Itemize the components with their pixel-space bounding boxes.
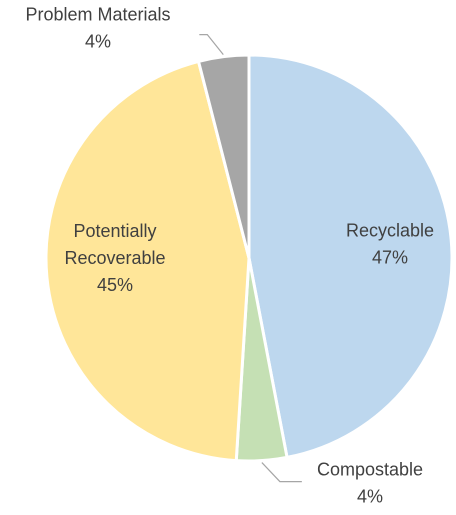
category-label-problem-materials: Problem Materials [25,5,170,25]
slices-layer [44,53,454,463]
data-label-compostable: Compostable 4% [317,460,423,507]
leader-line-compostable [261,462,302,483]
leader-lines-layer [199,34,302,483]
category-label-recyclable: Recyclable [346,221,434,241]
category-label-potentially-recoverable: Recoverable [64,248,165,268]
category-label-compostable: Compostable [317,460,423,480]
value-label-potentially-recoverable: 45% [97,275,133,295]
category-label-potentially-recoverable: Potentially [73,221,156,241]
pie-slice-potentially-recoverable [44,59,251,463]
labels-layer: Recyclable 47% Compostable 4% Potentially Rec… [25,5,434,507]
value-label-recyclable: 47% [372,248,408,268]
data-label-recyclable: Recyclable 47% [346,221,434,268]
value-label-compostable: 4% [357,487,383,507]
data-label-potentially-recoverable: Potentially Recoverable 45% [64,221,165,295]
leader-line-problem-materials [199,34,224,55]
value-label-problem-materials: 4% [85,32,111,52]
pie-slice-problem-materials [196,53,251,259]
pie-slice-recyclable [247,53,454,460]
data-label-problem-materials: Problem Materials 4% [25,5,170,52]
